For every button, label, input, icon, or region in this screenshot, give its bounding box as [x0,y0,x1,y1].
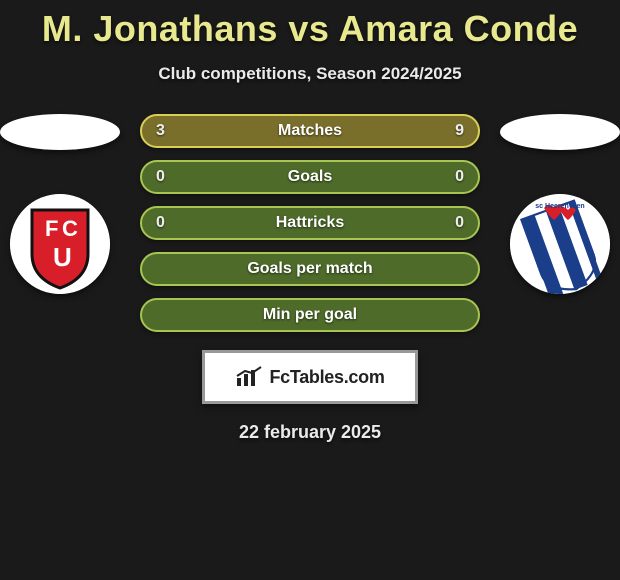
stat-row: Goals per match [140,252,480,286]
stat-row: 3 Matches 9 [140,114,480,148]
stat-label: Hattricks [276,214,344,232]
svg-text:U: U [53,242,72,272]
svg-text:sc Heerenveen: sc Heerenveen [535,203,584,210]
player1-photo-placeholder [0,114,120,150]
stat-label: Matches [278,122,342,140]
fc-utrecht-icon: F C U [10,194,110,294]
svg-text:F: F [45,216,58,241]
player2-column: sc Heerenveen [500,114,620,294]
date-label: 22 february 2025 [0,422,620,443]
brand-text: FcTables.com [269,367,384,388]
body-area: F C U [0,114,620,443]
page-title: M. Jonathans vs Amara Conde [0,0,620,50]
stat-label: Goals [288,168,332,186]
stat-right-value: 9 [455,116,464,146]
sc-heerenveen-icon: sc Heerenveen [510,194,610,294]
player1-column: F C U [0,114,120,294]
sc-heerenveen-badge: sc Heerenveen [510,194,610,294]
stat-left-value: 3 [156,116,165,146]
stat-right-value: 0 [455,208,464,238]
player2-photo-placeholder [500,114,620,150]
fc-utrecht-badge: F C U [10,194,110,294]
stat-left-value: 0 [156,208,165,238]
player2-name: Amara Conde [339,8,579,49]
stat-label: Goals per match [247,260,372,278]
stat-row: 0 Goals 0 [140,160,480,194]
stat-right-value: 0 [455,162,464,192]
comparison-card: M. Jonathans vs Amara Conde Club competi… [0,0,620,443]
svg-text:C: C [62,216,78,241]
stat-left-value: 0 [156,162,165,192]
stat-rows: 3 Matches 9 0 Goals 0 0 Hattricks 0 Goals per mat… [140,114,480,332]
brand-box: FcTables.com [202,350,418,404]
stat-label: Min per goal [263,306,357,324]
vs-label: vs [288,8,329,49]
stat-row: Min per goal [140,298,480,332]
chart-icon [235,366,263,388]
subtitle: Club competitions, Season 2024/2025 [0,64,620,84]
stat-row: 0 Hattricks 0 [140,206,480,240]
player1-name: M. Jonathans [42,8,278,49]
